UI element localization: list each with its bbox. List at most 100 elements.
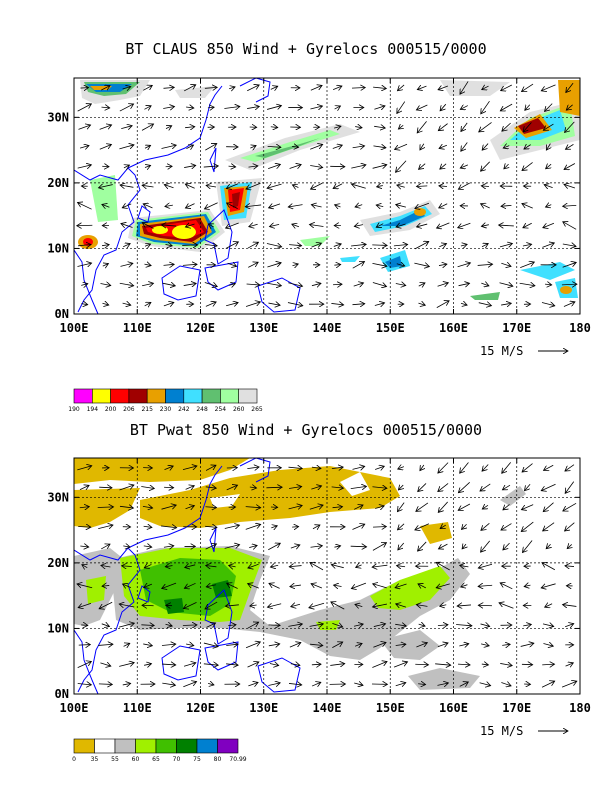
wind-vector xyxy=(397,523,405,530)
wind-vector xyxy=(502,122,511,131)
wind-vector xyxy=(205,507,217,508)
wind-vector xyxy=(100,283,110,285)
wind-vector xyxy=(247,467,259,469)
wind-vector xyxy=(162,582,177,588)
wind-vector xyxy=(541,583,556,588)
wind-vector xyxy=(142,283,153,285)
wind-vector xyxy=(522,540,533,553)
wind-vector xyxy=(567,544,572,548)
wind-vector xyxy=(481,283,489,286)
wind-vector xyxy=(165,205,173,206)
chart-1-x-tick-label: 160E xyxy=(439,321,468,335)
wind-vector xyxy=(331,303,343,304)
wind-vector xyxy=(354,225,364,227)
wind-vector xyxy=(352,304,364,305)
wind-vector xyxy=(395,624,406,626)
chart-2-colorbar-label: 65 xyxy=(152,756,160,763)
wind-vector xyxy=(499,243,512,246)
wind-vector xyxy=(165,566,173,567)
chart-1-colorbar-label: 215 xyxy=(141,406,153,413)
wind-vector xyxy=(163,264,175,265)
wind-vector xyxy=(438,123,448,131)
wind-vector xyxy=(120,185,134,187)
wind-vector xyxy=(183,602,197,608)
wind-vector xyxy=(373,527,386,528)
wind-vector xyxy=(227,583,238,589)
wind-vector xyxy=(335,205,341,207)
wind-vector xyxy=(393,662,407,668)
wind-vector xyxy=(393,244,408,245)
wind-vector xyxy=(437,643,448,647)
wind-vector xyxy=(482,143,489,151)
wind-vector xyxy=(331,602,345,610)
wind-vector xyxy=(418,541,427,551)
wind-vector xyxy=(546,544,550,548)
wind-vector xyxy=(541,483,556,490)
wind-vector xyxy=(101,245,109,246)
chart-1-colorbar-label: 260 xyxy=(233,406,245,413)
wind-vector xyxy=(499,283,513,286)
wind-vector xyxy=(561,681,577,688)
wind-vector xyxy=(355,205,363,207)
wind-vector xyxy=(417,121,427,133)
wind-vector xyxy=(288,205,303,207)
wind-vector xyxy=(227,203,238,210)
wind-vector xyxy=(185,486,195,490)
wind-vector xyxy=(351,582,367,588)
chart-2-colorbar-label: 80 xyxy=(214,756,222,763)
wind-vector xyxy=(247,106,259,108)
wind-vector xyxy=(289,643,301,648)
wind-vector xyxy=(144,106,151,110)
wind-vector xyxy=(544,284,552,285)
wind-vector xyxy=(164,185,174,188)
wind-vector xyxy=(373,604,387,607)
wind-vector xyxy=(183,85,196,92)
wind-vector xyxy=(270,565,279,567)
wind-vector xyxy=(247,662,259,668)
wind-vector xyxy=(524,585,531,586)
chart-1-y-tick-label: 30N xyxy=(47,110,69,124)
chart-2-vector-reference-label: 15 M/S xyxy=(480,724,523,738)
wind-vector xyxy=(119,604,135,607)
wind-vector xyxy=(123,546,130,547)
wind-vector xyxy=(205,465,216,471)
wind-vector xyxy=(440,163,447,169)
wind-vector xyxy=(290,664,300,666)
wind-vector xyxy=(77,165,92,168)
wind-vector xyxy=(461,585,468,587)
wind-vector xyxy=(164,466,174,470)
wind-vector xyxy=(226,183,239,189)
wind-vector xyxy=(438,483,449,491)
wind-vector xyxy=(501,523,512,531)
wind-vector xyxy=(523,624,531,625)
wind-vector xyxy=(119,145,134,150)
wind-vector xyxy=(503,146,510,148)
chart-1-colorbar-swatch xyxy=(92,388,111,404)
wind-vector xyxy=(481,225,489,227)
wind-vector xyxy=(545,604,553,607)
wind-vector xyxy=(373,584,387,589)
chart-2-colorbar-swatch xyxy=(196,738,218,754)
wind-vector xyxy=(397,84,405,91)
wind-vector xyxy=(501,683,511,686)
chart-2-x-tick-label: 170E xyxy=(502,701,531,715)
wind-vector xyxy=(248,584,259,589)
wind-vector xyxy=(352,466,365,469)
wind-vector xyxy=(418,303,425,305)
wind-vector xyxy=(375,506,384,509)
chart-1-field xyxy=(74,78,580,314)
wind-vector xyxy=(310,166,323,168)
wind-vector xyxy=(438,501,448,512)
chart-2-colorbar-label: 70.99 xyxy=(229,756,246,763)
wind-vector xyxy=(245,302,260,307)
wind-vector xyxy=(561,284,577,285)
wind-vector xyxy=(372,662,387,668)
wind-vector xyxy=(479,683,491,686)
chart-1-x-tick-label: 170E xyxy=(502,321,531,335)
wind-vector xyxy=(77,466,91,471)
chart-1-colorbar-swatch xyxy=(146,388,166,404)
chart-1-wind-vectors xyxy=(77,81,577,307)
wind-vector xyxy=(398,125,403,129)
wind-vector xyxy=(397,101,406,114)
wind-vector xyxy=(372,487,386,489)
